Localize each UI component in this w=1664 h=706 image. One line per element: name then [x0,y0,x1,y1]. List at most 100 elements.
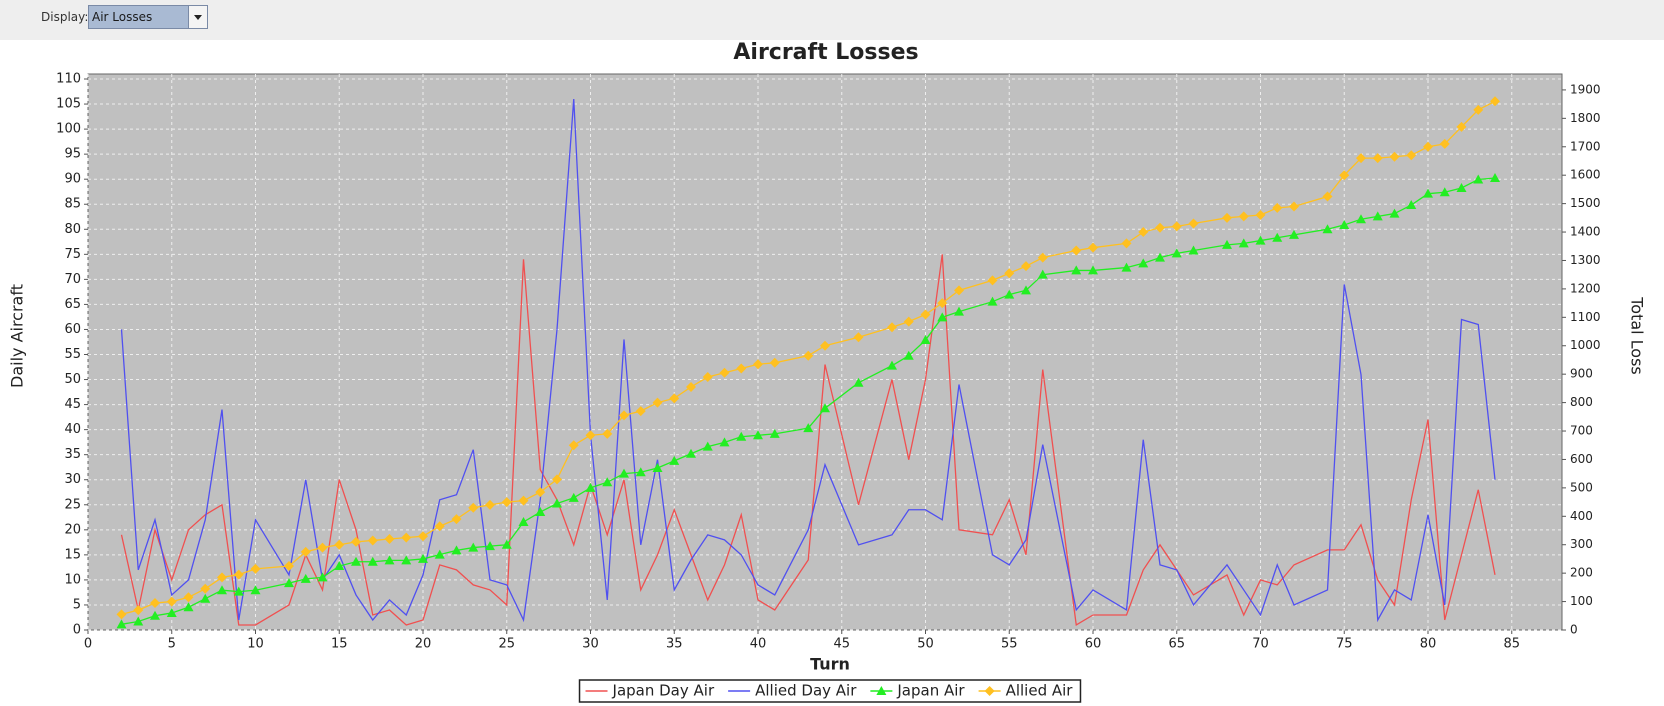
y2-tick-label: 1200 [1570,281,1601,295]
diamond-marker [1406,150,1417,161]
diamond-marker [853,332,864,343]
y-tick-label: 80 [64,222,81,237]
triangle-marker [1021,285,1031,295]
x-tick-label: 45 [833,637,850,652]
legend-label: Allied Air [1006,682,1074,700]
triangle-marker [602,477,613,487]
combo-button[interactable] [188,6,207,28]
diamond-marker [652,397,663,408]
diamond-marker [434,521,445,532]
triangle-marker [1423,188,1433,198]
x-tick-label: 15 [331,637,348,652]
x-tick-label: 35 [666,637,683,652]
diamond-marker [903,316,914,327]
y2-tick-label: 1400 [1570,225,1601,239]
diamond-marker [1423,141,1433,152]
triangle-marker [250,585,261,595]
y2-tick-label: 200 [1570,566,1593,580]
triangle-marker [652,462,663,472]
y-tick-label: 110 [56,72,81,87]
triangle-marker [434,549,445,559]
diamond-marker [1021,261,1031,272]
y2-tick-label: 1800 [1570,111,1601,125]
diamond-marker [1456,121,1467,132]
triangle-marker [736,431,747,441]
diamond-marker [1372,153,1383,164]
y-tick-label: 65 [64,297,81,312]
triangle-marker [1155,252,1165,262]
diamond-marker [803,350,814,361]
arrow-icon [194,15,202,20]
diamond-marker [501,497,512,508]
x-tick-label: 5 [168,637,176,652]
triangle-marker [451,545,462,555]
y-tick-label: 60 [64,322,81,337]
display-combo[interactable]: Air Losses [88,5,208,29]
x-tick-label: 50 [917,637,934,652]
chart-title: Aircraft Losses [733,40,918,65]
triangle-marker [1406,200,1417,210]
triangle-marker [1238,238,1249,248]
x-tick-label: 30 [582,637,599,652]
diamond-marker [887,322,897,333]
diamond-marker [1272,202,1283,213]
diamond-marker [984,686,995,696]
triangle-marker [1439,187,1450,197]
series-line [120,254,1496,627]
plot-area [87,73,1563,631]
legend-label: Japan Air [896,682,965,700]
triangle-marker [334,561,345,571]
diamond-marker [1138,227,1149,238]
y2-tick-label: 600 [1570,452,1593,466]
y2-tick-label: 1100 [1570,310,1601,324]
triangle-marker [568,492,579,502]
diamond-marker [1222,212,1232,223]
diamond-marker [954,285,964,296]
diamond-marker [334,539,345,550]
diamond-marker [351,536,361,547]
triangle-marker [1456,182,1467,192]
y-tick-label: 70 [64,272,81,287]
diamond-marker [1238,211,1249,222]
y-tick-label: 55 [64,347,81,362]
triangle-marker [166,607,177,617]
triangle-marker [903,350,914,360]
triangle-marker [937,312,948,322]
triangle-marker [1171,248,1182,258]
diamond-marker [568,440,579,451]
triangle-marker [351,556,361,566]
triangle-marker [987,296,998,306]
x-tick-label: 0 [84,637,92,652]
y-tick-label: 40 [64,422,81,437]
y-tick-label: 35 [64,447,81,462]
triangle-marker [769,428,780,438]
triangle-marker [1138,258,1149,268]
chart: Aircraft Losses Turn Daily Aircraft Tota… [8,40,1647,703]
triangle-marker [418,553,428,563]
combo-value: Air Losses [92,10,153,24]
diamond-marker [1289,201,1299,212]
triangle-marker [217,585,227,595]
legend-label: Allied Day Air [755,682,857,700]
y-tick-label: 15 [64,547,81,562]
y2-tick-label: 1500 [1570,196,1601,210]
diamond-marker [987,275,998,286]
toolbar: Display: Air Losses [0,0,1664,40]
triangle-marker [585,482,596,492]
y2-tick-label: 1900 [1570,82,1601,96]
diamond-marker [401,532,412,543]
triangle-marker [1473,174,1484,184]
triangle-marker [1339,219,1350,229]
y-tick-label: 20 [64,522,81,537]
triangle-marker [635,467,646,477]
triangle-marker [233,586,244,596]
diamond-marker [116,609,127,620]
x-tick-label: 10 [247,637,264,652]
y-tick-label: 5 [73,597,81,612]
diamond-marker [317,542,328,553]
diamond-marker [1037,252,1048,263]
triangle-marker [468,542,479,552]
y2-axis-label: Total Loss [1628,296,1647,375]
diamond-marker [418,531,428,542]
